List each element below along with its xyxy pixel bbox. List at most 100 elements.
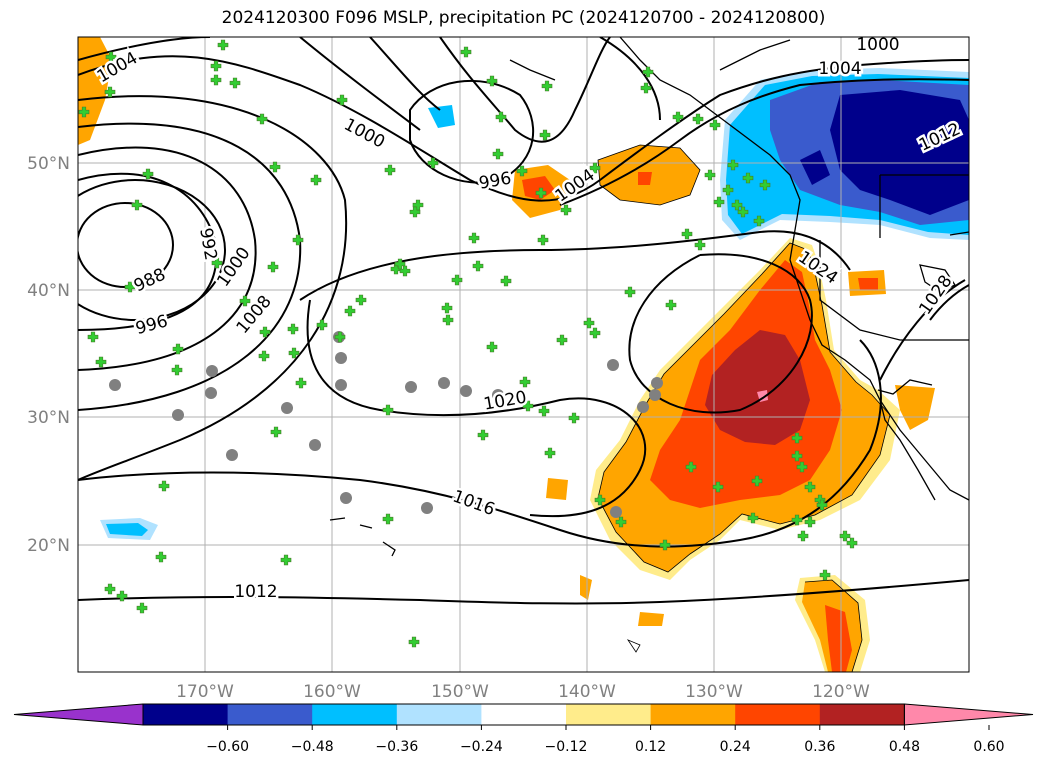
isobar-label: 996 [133, 311, 170, 339]
green-station-marker [816, 499, 828, 511]
grey-station-marker [649, 389, 661, 401]
green-station-marker [747, 512, 759, 524]
green-station-marker [267, 261, 279, 273]
grey-station-marker [340, 492, 352, 504]
station-markers [78, 39, 858, 648]
green-station-marker [804, 481, 816, 493]
green-station-marker [259, 326, 271, 338]
green-station-marker [172, 343, 184, 355]
green-station-marker [105, 51, 117, 63]
green-station-marker [797, 530, 809, 542]
green-station-marker [310, 174, 322, 186]
green-station-marker [537, 234, 549, 246]
green-station-marker [229, 77, 241, 89]
green-station-marker [819, 569, 831, 581]
grey-station-marker [206, 365, 218, 377]
grey-station-marker [637, 401, 649, 413]
green-station-marker [751, 475, 763, 487]
colorbar-segment [312, 704, 398, 725]
green-station-marker [495, 111, 507, 123]
green-station-marker [316, 319, 328, 331]
grey-station-marker [109, 379, 121, 391]
isobar-label: 1000 [856, 35, 899, 55]
map-frame [77, 36, 970, 673]
colorbar-segment [227, 704, 313, 725]
grey-station-marker [335, 379, 347, 391]
green-station-marker [727, 159, 739, 171]
green-station-marker [538, 405, 550, 417]
lat-tick-label: 30°N [27, 408, 70, 428]
green-station-marker [336, 94, 348, 106]
colorbar-tick-label: −0.36 [375, 739, 418, 755]
green-station-marker [239, 295, 251, 307]
colorbar-tick-label: −0.12 [545, 739, 588, 755]
green-station-marker [399, 265, 411, 277]
isobar-label: 1020 [482, 387, 528, 414]
grey-station-marker [405, 381, 417, 393]
green-station-marker [589, 162, 601, 174]
green-station-marker [492, 148, 504, 160]
lon-tick-label: 140°W [558, 682, 616, 702]
green-station-marker [270, 426, 282, 438]
green-station-marker [136, 602, 148, 614]
colorbar-segment [650, 704, 736, 725]
colorbar-tick-label: 0.60 [973, 739, 1004, 755]
precip-negative-field [100, 68, 969, 540]
green-station-marker [539, 129, 551, 141]
green-station-marker [158, 480, 170, 492]
green-station-marker [116, 590, 128, 602]
green-station-marker [556, 334, 568, 346]
green-station-marker [713, 196, 725, 208]
grey-station-marker [421, 502, 433, 514]
green-station-marker [280, 554, 292, 566]
isobar-label: 1016 [450, 487, 497, 521]
lon-tick-label: 160°W [303, 682, 361, 702]
grey-station-marker [438, 377, 450, 389]
green-station-marker [256, 113, 268, 125]
green-station-marker [287, 323, 299, 335]
green-station-marker [477, 429, 489, 441]
green-station-marker [409, 206, 421, 218]
green-station-marker [171, 364, 183, 376]
lon-tick-label: 120°W [812, 682, 870, 702]
green-station-marker [211, 257, 223, 269]
green-station-marker [269, 161, 281, 173]
green-station-marker [355, 294, 367, 306]
green-station-marker [759, 179, 771, 191]
green-station-marker [382, 513, 394, 525]
green-station-marker [594, 494, 606, 506]
green-station-marker [295, 377, 307, 389]
green-station-marker [131, 199, 143, 211]
green-station-marker [217, 39, 229, 51]
green-station-marker [78, 106, 90, 118]
colorbar-segment [396, 704, 482, 725]
green-station-marker [846, 537, 858, 549]
green-station-marker [104, 583, 116, 595]
colorbar-tick-label: 0.12 [635, 739, 666, 755]
green-station-marker [87, 331, 99, 343]
grey-station-marker [460, 385, 472, 397]
colorbar-segment [481, 704, 567, 725]
green-station-marker [737, 206, 749, 218]
precip-plume-dark [705, 330, 810, 445]
map-area [78, 37, 969, 672]
green-station-marker [640, 82, 652, 94]
green-station-marker [722, 184, 734, 196]
green-station-marker [685, 461, 697, 473]
colorbar-segment [735, 704, 821, 725]
green-station-marker [334, 331, 346, 343]
green-station-marker [451, 274, 463, 286]
grey-station-marker [492, 389, 504, 401]
green-station-marker [583, 317, 595, 329]
isobars [78, 37, 969, 605]
green-station-marker [384, 164, 396, 176]
precip-south-red [825, 605, 852, 672]
green-station-marker [589, 327, 601, 339]
green-station-marker [210, 60, 222, 72]
grey-station-marker [651, 377, 663, 389]
green-station-marker [344, 305, 356, 317]
colorbar-segment [566, 704, 652, 725]
colorbar-extend-low [13, 703, 144, 726]
green-station-marker [441, 302, 453, 314]
